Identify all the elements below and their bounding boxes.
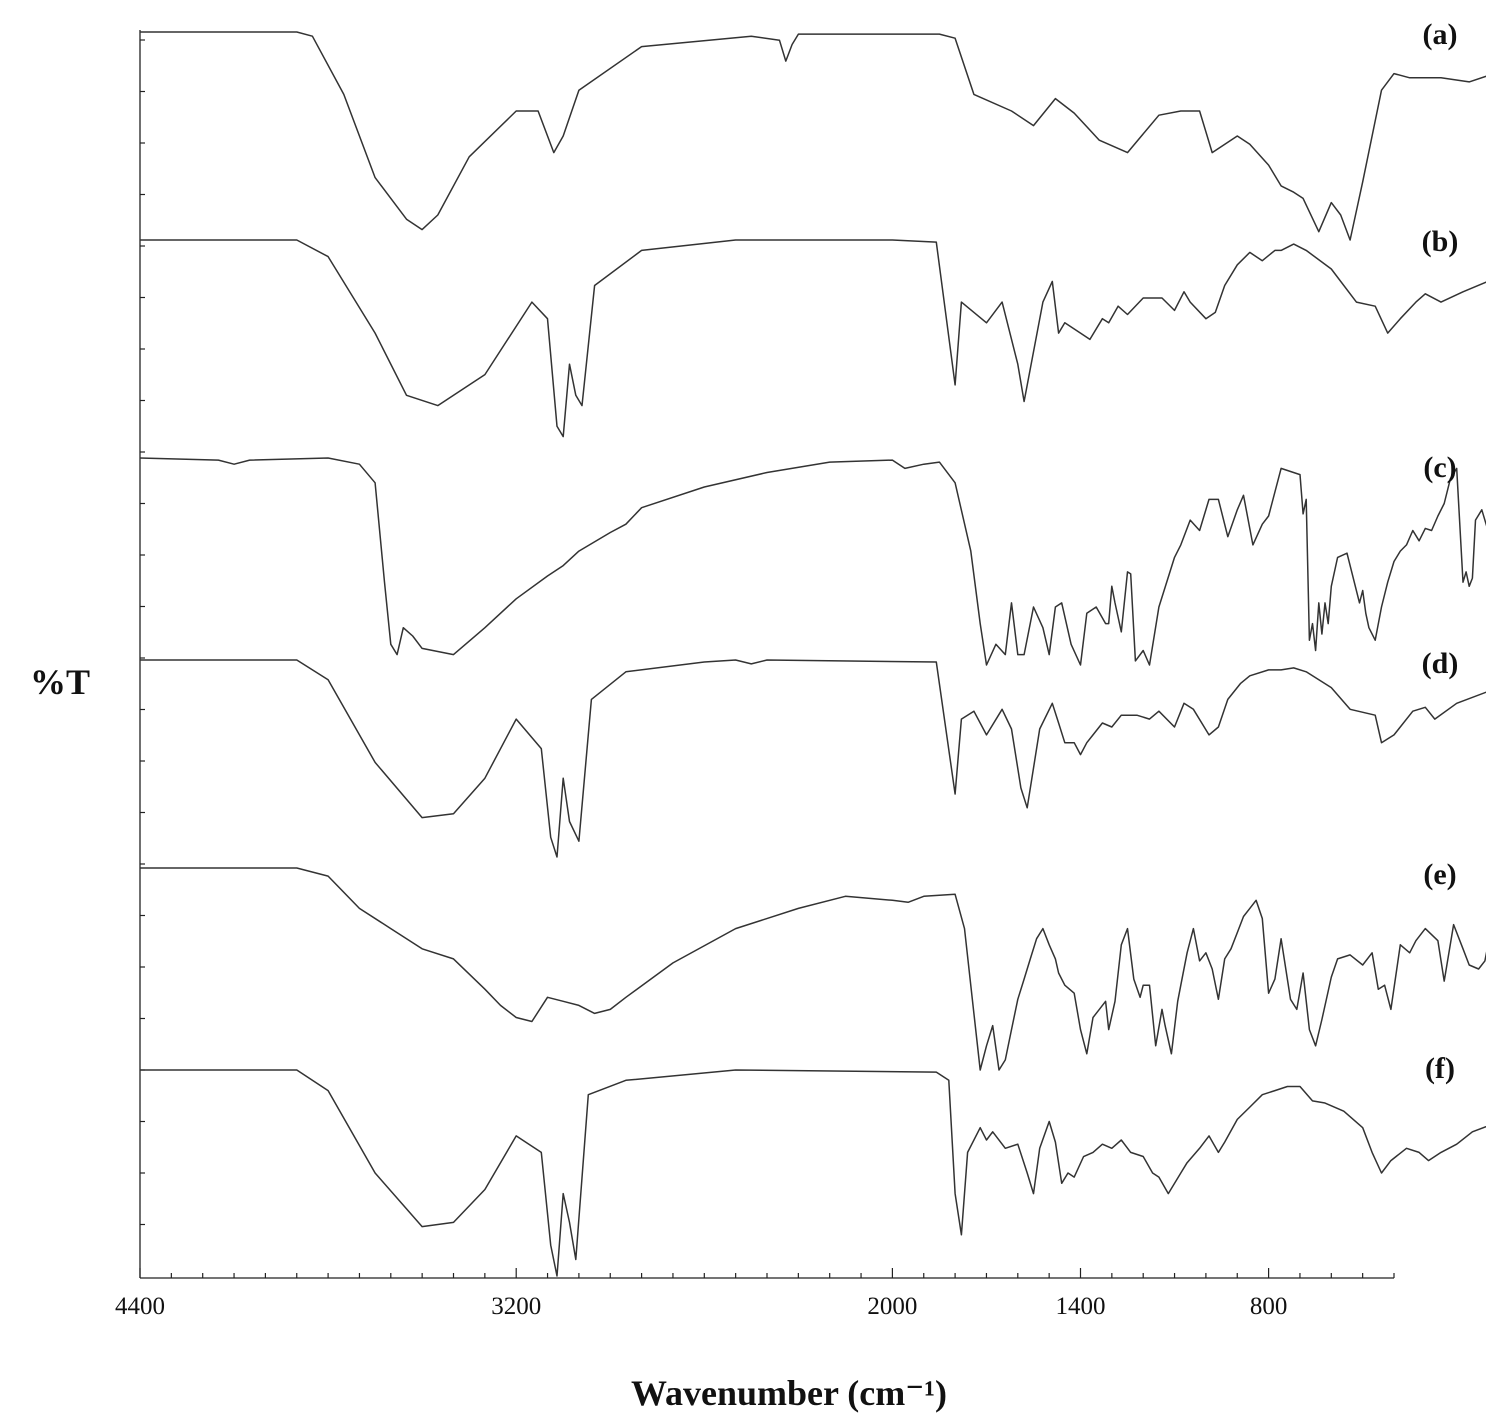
- x-tick-label: 2000: [867, 1293, 917, 1320]
- spectrum-trace-c: [139, 457, 1486, 666]
- spectrum-trace-d: [140, 659, 1486, 858]
- spectrum-trace-b: [140, 239, 1486, 438]
- x-tick-label: 800: [1250, 1293, 1288, 1320]
- series-label-c: (c): [1423, 451, 1456, 484]
- series-label-d: (d): [1422, 647, 1459, 680]
- series-label-f: (f): [1425, 1052, 1455, 1085]
- series-label-e: (e): [1423, 858, 1456, 891]
- series-traces: [139, 31, 1486, 1277]
- series-label-b: (b): [1422, 225, 1459, 258]
- x-tick-label: 1400: [1056, 1293, 1106, 1320]
- x-axis-title: Wavenumber (cm⁻¹): [631, 1373, 947, 1413]
- series-labels: (a) (b) (c) (d) (e) (f): [1422, 18, 1459, 1085]
- x-tick-label: 3200: [491, 1293, 541, 1320]
- spectrum-trace-f: [140, 1069, 1486, 1277]
- x-axis-ticks: 4400 3200 2000 1400 800: [115, 1268, 1395, 1320]
- spectrum-trace-a: [140, 31, 1486, 241]
- series-label-a: (a): [1423, 18, 1458, 51]
- spectrum-trace-e: [140, 867, 1486, 1071]
- y-axis-title: %T: [30, 662, 90, 702]
- x-tick-label: 4400: [115, 1293, 165, 1320]
- y-axis-ticks: [140, 39, 145, 1226]
